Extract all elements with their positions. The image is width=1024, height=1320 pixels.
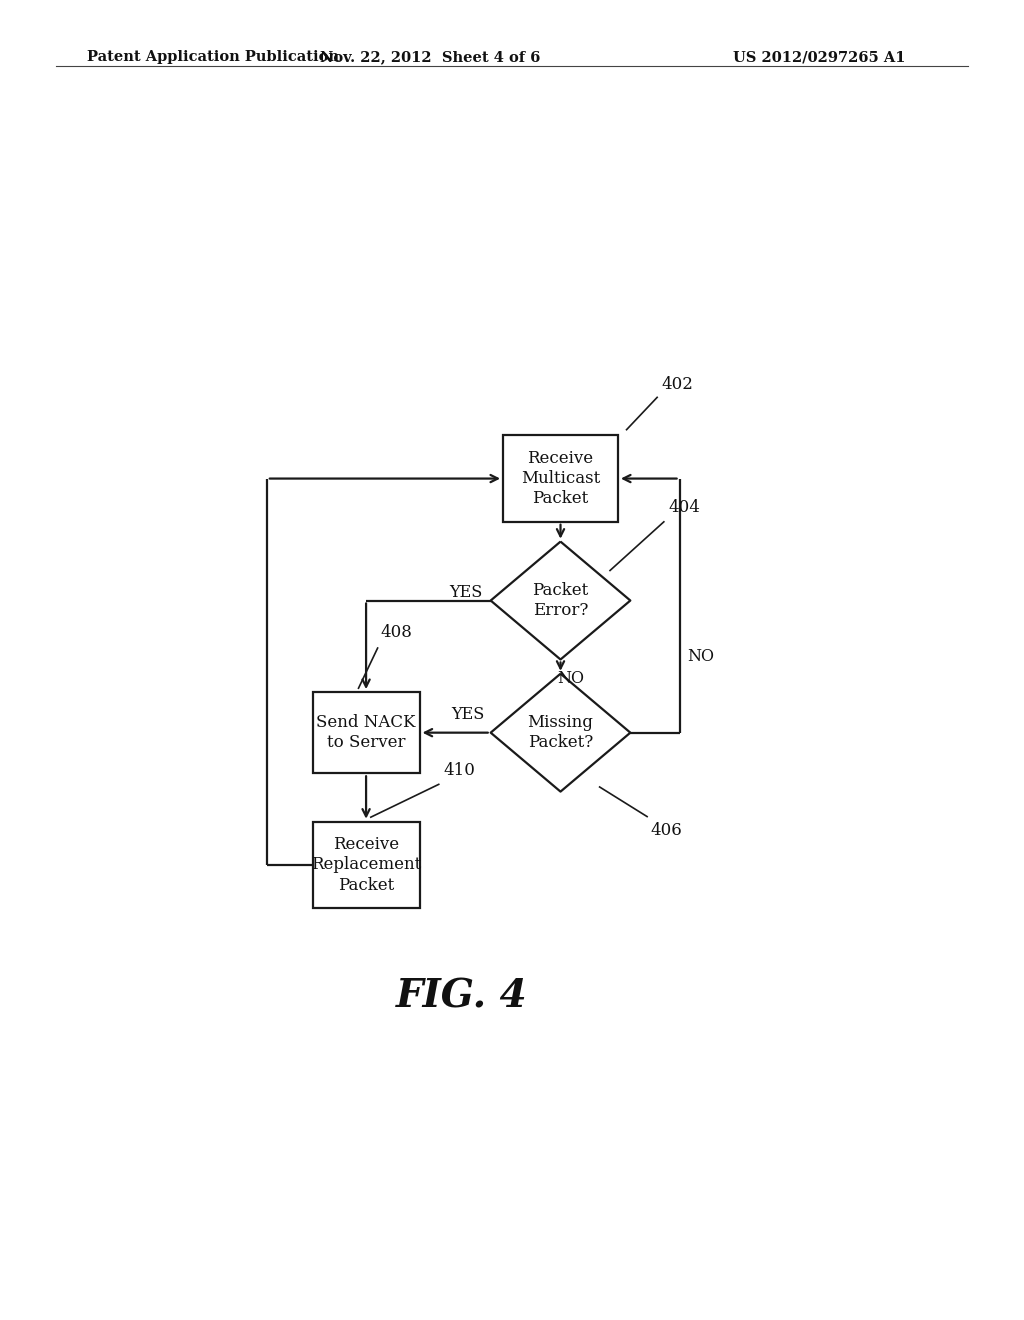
Text: Error?: Error? — [532, 602, 588, 619]
Text: 406: 406 — [650, 822, 682, 840]
Text: Packet: Packet — [338, 876, 394, 894]
Text: Nov. 22, 2012  Sheet 4 of 6: Nov. 22, 2012 Sheet 4 of 6 — [319, 50, 541, 65]
Text: 404: 404 — [669, 499, 700, 516]
Text: Packet: Packet — [532, 582, 589, 599]
Text: YES: YES — [450, 583, 482, 601]
Text: Receive: Receive — [333, 836, 399, 853]
Text: Multicast: Multicast — [521, 470, 600, 487]
Text: FIG. 4: FIG. 4 — [395, 978, 527, 1016]
Bar — [503, 436, 618, 521]
Text: Patent Application Publication: Patent Application Publication — [87, 50, 339, 65]
Bar — [312, 692, 420, 774]
Text: Send NACK: Send NACK — [316, 714, 416, 731]
Text: NO: NO — [557, 669, 585, 686]
Text: 402: 402 — [662, 376, 693, 392]
Text: US 2012/0297265 A1: US 2012/0297265 A1 — [733, 50, 905, 65]
Text: Replacement: Replacement — [311, 857, 421, 874]
Text: to Server: to Server — [327, 734, 406, 751]
Bar — [312, 821, 420, 908]
Text: Packet?: Packet? — [528, 734, 593, 751]
Text: YES: YES — [452, 705, 484, 722]
Text: 410: 410 — [443, 762, 475, 779]
Text: 408: 408 — [380, 624, 413, 642]
Text: Missing: Missing — [527, 714, 594, 731]
Text: Packet: Packet — [532, 491, 589, 507]
Text: Receive: Receive — [527, 450, 594, 467]
Text: NO: NO — [687, 648, 715, 665]
